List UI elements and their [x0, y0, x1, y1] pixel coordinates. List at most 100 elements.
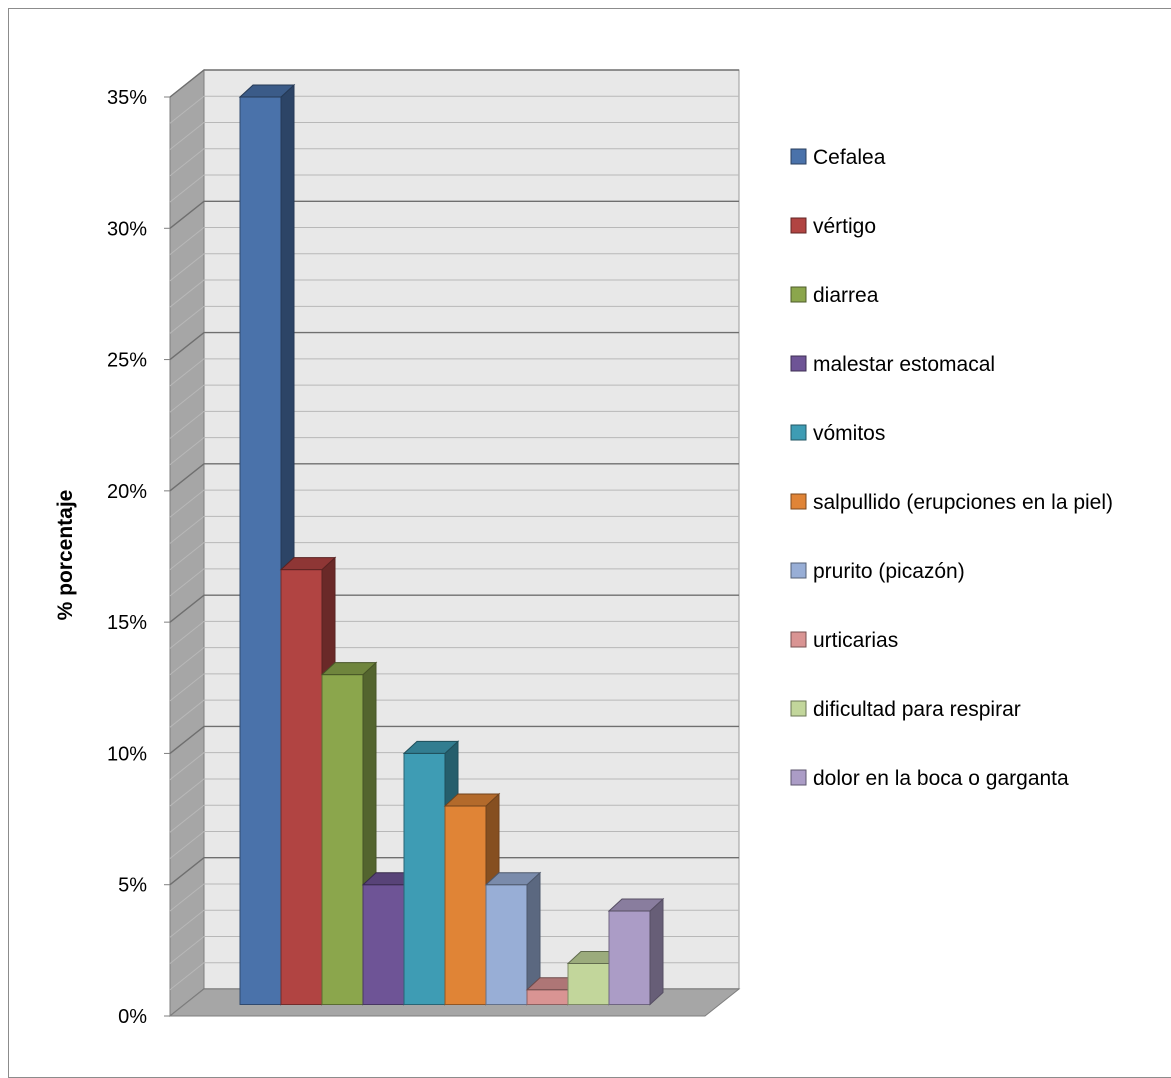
- minor-gridline: [169, 830, 739, 859]
- bar-top: [279, 557, 337, 571]
- minor-gridline: [169, 962, 739, 991]
- gridlines: [169, 69, 739, 1017]
- legend-label: vértigo: [813, 215, 876, 238]
- minor-gridline: [169, 568, 739, 597]
- bar-top: [238, 84, 296, 98]
- y-tick-label: 35%: [107, 87, 147, 109]
- bar-front: [280, 569, 323, 1006]
- y-tick-label: 5%: [118, 875, 147, 897]
- legend-swatch: [790, 355, 807, 372]
- legend-swatch: [790, 148, 807, 165]
- legend-swatch: [790, 769, 807, 786]
- bar-front: [444, 805, 487, 1006]
- bar-front: [362, 884, 405, 1006]
- bar-side: [649, 897, 664, 1006]
- legend-item: salpullido (erupciones en la piel): [790, 491, 1113, 514]
- minor-gridline: [169, 647, 739, 676]
- major-gridline: [169, 594, 739, 623]
- major-gridline: [169, 725, 739, 754]
- y-tick-label: 0%: [118, 1006, 147, 1028]
- bar-front: [526, 989, 569, 1006]
- legend-swatch: [790, 286, 807, 303]
- bar-front: [403, 752, 446, 1006]
- minor-gridline: [169, 489, 739, 518]
- y-tick-label: 30%: [107, 218, 147, 240]
- legend-label: urticarias: [813, 629, 898, 652]
- legend-swatch: [790, 493, 807, 510]
- legend-label: prurito (picazón): [813, 560, 965, 583]
- minor-gridline: [169, 778, 739, 807]
- bar-front: [485, 884, 528, 1006]
- major-gridline: [169, 331, 739, 361]
- minor-gridline: [169, 752, 739, 781]
- legend-swatch: [790, 631, 807, 648]
- legend-label: dificultad para respirar: [813, 698, 1021, 721]
- bar-top: [443, 793, 501, 807]
- minor-gridline: [169, 148, 739, 177]
- minor-gridline: [169, 515, 739, 544]
- legend-swatch: [790, 700, 807, 717]
- legend-label: vómitos: [813, 422, 885, 445]
- bar-front: [239, 96, 282, 1005]
- minor-gridline: [169, 253, 739, 282]
- legend-label: diarrea: [813, 284, 879, 307]
- major-gridline: [169, 463, 739, 492]
- legend-label: salpullido (erupciones en la piel): [813, 491, 1113, 514]
- major-gridline: [169, 69, 739, 98]
- minor-gridline: [169, 305, 739, 334]
- minor-gridline: [169, 699, 739, 728]
- legend-item: Cefalea: [790, 146, 886, 169]
- bar-prurito-picaz-n-: [484, 871, 542, 1006]
- y-tick-label: 20%: [107, 481, 147, 503]
- legend-item: vómitos: [790, 422, 885, 445]
- legend-item: diarrea: [790, 284, 879, 307]
- side-wall: [169, 68, 205, 1018]
- bar-front: [608, 910, 651, 1006]
- legend-swatch: [790, 424, 807, 441]
- minor-gridline: [169, 95, 739, 124]
- minor-gridline: [169, 122, 739, 150]
- minor-gridline: [169, 620, 739, 649]
- legend-item: dificultad para respirar: [790, 698, 1021, 721]
- y-axis-ticks: 0% 5% 10% 15% 20% 25% 30% 35%: [107, 87, 170, 1028]
- legend-swatch: [790, 562, 807, 579]
- legend-label: Cefalea: [813, 146, 886, 169]
- minor-gridline: [169, 358, 739, 387]
- minor-gridline: [169, 804, 739, 833]
- minor-gridline: [169, 384, 739, 413]
- legend-label: malestar estomacal: [813, 353, 995, 376]
- legend-item: prurito (picazón): [790, 560, 965, 583]
- legend-item: malestar estomacal: [790, 353, 995, 376]
- minor-gridline: [169, 437, 739, 465]
- bar-top: [402, 740, 460, 754]
- legend-item: urticarias: [790, 629, 898, 652]
- minor-gridline: [169, 883, 739, 912]
- legend-swatch: [790, 217, 807, 234]
- legend: Cefalea vértigo diarrea malestar estomacal v…: [790, 146, 1113, 790]
- y-tick-label: 25%: [107, 350, 147, 372]
- bars: [238, 83, 665, 1006]
- major-gridline: [169, 857, 739, 886]
- bar-dolor-en-la-boca-o-garganta: [607, 897, 665, 1006]
- legend-label: dolor en la boca o garganta: [813, 767, 1069, 790]
- minor-gridline: [169, 279, 739, 308]
- legend-item: vértigo: [790, 215, 876, 238]
- minor-gridline: [169, 410, 739, 439]
- bar-top: [320, 662, 378, 676]
- bar-top: [484, 872, 542, 886]
- minor-gridline: [169, 909, 739, 938]
- major-gridline: [169, 200, 739, 229]
- bar-front: [567, 962, 610, 1006]
- minor-gridline: [169, 542, 739, 571]
- minor-gridline: [169, 935, 739, 964]
- minor-gridline: [169, 673, 739, 702]
- minor-gridline: [169, 227, 739, 255]
- y-tick-label: 15%: [107, 612, 147, 634]
- y-tick-label: 10%: [107, 743, 147, 765]
- bar-front: [321, 674, 364, 1006]
- minor-gridline: [169, 174, 739, 203]
- bar-top: [607, 898, 665, 912]
- y-axis-title: % porcentaje: [54, 490, 77, 621]
- legend-item: dolor en la boca o garganta: [790, 767, 1069, 790]
